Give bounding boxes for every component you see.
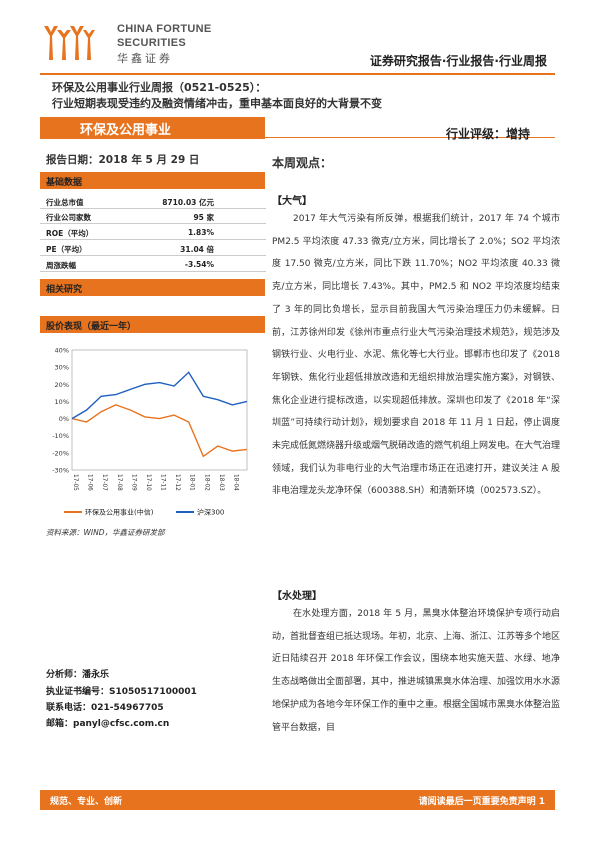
y-tick-label: -30% [52, 467, 69, 475]
stat-value: 8710.03 亿元 [162, 198, 214, 207]
analyst-license: 执业证书编号：S1050517100001 [46, 687, 197, 697]
row-divider [40, 271, 266, 272]
related-research-bar [40, 279, 265, 296]
stat-row: ROE（平均） 1.83% [40, 227, 266, 240]
related-research-heading: 相关研究 [46, 285, 83, 295]
series-line-sector [71, 404, 248, 458]
sector-banner [40, 117, 265, 139]
section-tag-air: 【大气】 [272, 196, 312, 207]
price-performance-chart: 40%30%20%10%0%-10%-20%-30% 17-05 17-06 17-… [52, 347, 248, 517]
footer-bar [40, 790, 555, 810]
chart-source: 资料来源：WIND，华鑫证券研发部 [46, 528, 165, 537]
report-title-line1: 环保及公用事业行业周报（0521-0525）： [52, 81, 267, 94]
stat-row: 周涨跌幅 -3.54% [40, 259, 266, 272]
report-title-line2: 行业短期表现受违约及融资情绪冲击，重申基本面良好的大背景不变 [52, 97, 382, 110]
performance-heading: 股价表现（最近一年） [46, 322, 137, 332]
x-tick-label: 17-05 [72, 474, 78, 491]
row-divider [40, 239, 266, 240]
analyst-name: 分析师：潘永乐 [46, 670, 110, 680]
stat-key: 行业总市值 [46, 198, 84, 207]
x-tick-label: 17-08 [116, 474, 122, 491]
report-date: 报告日期：2018 年 5 月 29 日 [46, 154, 200, 166]
chart-x-ticks: 17-05 17-06 17-07 17-08 17-09 17-10 17-11 17-12… [72, 474, 238, 491]
section-tag-water: 【水处理】 [272, 591, 322, 602]
stat-row: 行业总市值 8710.03 亿元 [40, 196, 266, 209]
legend-label: 环保及公用事业(中信) [85, 508, 154, 517]
y-tick-label: 40% [55, 347, 69, 355]
analyst-phone: 联系电话：021-54967705 [46, 703, 164, 713]
y-tick-label: -10% [52, 432, 69, 440]
legend-label: 沪深300 [197, 508, 224, 517]
stat-value: 1.83% [187, 228, 214, 237]
x-tick-label: 17-11 [160, 474, 166, 491]
x-tick-label: 18-01 [189, 474, 195, 491]
sector-name: 环保及公用事业 [80, 123, 172, 138]
x-tick-label: 18-03 [218, 474, 224, 491]
x-tick-label: 17-06 [87, 474, 93, 491]
brand-name-cn: 华鑫证券 [117, 52, 173, 65]
y-tick-label: 10% [55, 398, 69, 406]
y-tick-label: 0% [59, 415, 69, 423]
chart-grid [71, 349, 248, 471]
stat-key: 行业公司家数 [46, 213, 91, 222]
stat-key: PE（平均） [46, 245, 87, 254]
chart-series-lines [71, 371, 248, 458]
chart-y-ticks: 40% 30% 20% 10% 0% -10% -20% -30% [52, 347, 69, 475]
stat-row: PE（平均） 31.04 倍 [40, 243, 266, 256]
basic-data-bar [40, 172, 265, 189]
stat-value: -3.54% [184, 260, 214, 269]
brand-name-en-line1: CHINA FORTUNE [117, 23, 212, 35]
brand-name-en-line2: SECURITIES [117, 37, 187, 49]
chart-legend: 环保及公用事业(中信) 沪深300 [64, 508, 224, 517]
analyst-email[interactable]: 邮箱：panyl@cfsc.com.cn [46, 719, 170, 729]
stat-value: 95 家 [193, 213, 214, 222]
stat-value: 31.04 倍 [180, 245, 214, 254]
x-tick-label: 18-02 [203, 474, 209, 491]
sector-divider [265, 137, 555, 138]
footer-slogan: 规范、专业、创新 [50, 797, 123, 807]
y-tick-label: -20% [52, 449, 69, 457]
x-tick-label: 17-12 [174, 474, 180, 491]
report-type-header: 证券研究报告·行业报告·行业周报 [369, 54, 547, 68]
x-tick-label: 17-10 [145, 474, 151, 491]
x-tick-label: 17-07 [101, 474, 107, 491]
view-title: 本周观点： [272, 156, 333, 170]
stat-row: 行业公司家数 95 家 [40, 211, 266, 224]
header-divider [40, 73, 555, 75]
basic-data-heading: 基础数据 [46, 178, 83, 188]
row-divider [40, 223, 266, 224]
x-tick-label: 17-09 [130, 474, 136, 491]
plot-frame [71, 349, 248, 471]
company-logo-icon [44, 26, 95, 60]
footer-disclaimer-link[interactable]: 请阅读最后一页重要免责声明 1 [418, 797, 545, 807]
row-divider [40, 255, 266, 256]
section-paragraph-air: 2017 年大气污染有所反弹，根据我们统计，2017 年 74 个城市 PM2.… [272, 214, 561, 497]
stat-key: 周涨跌幅 [46, 261, 76, 270]
industry-rating: 行业评级：增持 [446, 127, 531, 141]
series-line-csi300 [71, 371, 248, 420]
performance-bar [40, 316, 265, 333]
x-tick-label: 18-04 [232, 474, 238, 491]
section-paragraph-water: 在水处理方面，2018 年 5 月，黑臭水体整治环境保护专项行动启动，首批督查组… [272, 609, 561, 733]
y-tick-label: 30% [55, 364, 69, 372]
y-tick-label: 20% [55, 381, 69, 389]
stat-key: ROE（平均） [46, 229, 94, 238]
row-divider [40, 208, 266, 209]
